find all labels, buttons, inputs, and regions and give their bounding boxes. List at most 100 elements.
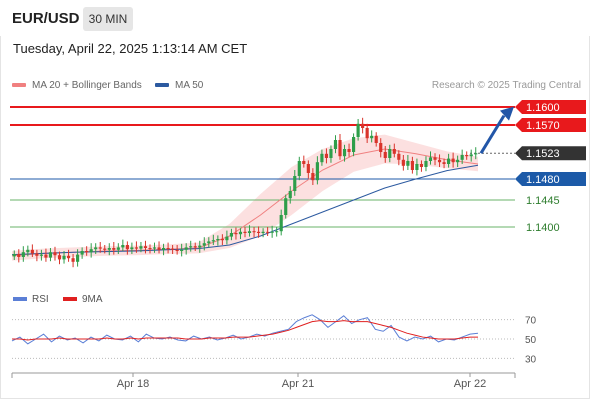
candle-body	[388, 149, 392, 158]
candle-body	[351, 137, 356, 152]
legend-ma50-label: MA 50	[175, 80, 204, 91]
candle-body	[207, 241, 211, 244]
candle-body	[157, 247, 161, 250]
candle-body	[161, 248, 166, 250]
candle	[374, 132, 378, 147]
candle-body	[211, 240, 215, 242]
candle	[437, 154, 442, 167]
candle-body	[275, 231, 279, 233]
candle-body	[397, 153, 401, 160]
candle	[465, 151, 469, 160]
candle	[157, 241, 161, 254]
candle	[333, 135, 338, 154]
candle-body	[469, 154, 473, 157]
candle	[238, 228, 243, 239]
candle	[406, 155, 410, 170]
candlesticks	[12, 117, 478, 268]
candle	[166, 242, 170, 254]
candle-body	[17, 254, 21, 257]
candle	[419, 160, 424, 172]
research-credit: Research © 2025 Trading Central	[431, 80, 581, 91]
candle	[175, 245, 179, 255]
level-label-1.1523: 1.1523	[526, 148, 560, 160]
candle-body	[76, 254, 80, 262]
candle	[66, 249, 71, 262]
arrow-shaft	[479, 114, 506, 154]
candle-body	[85, 251, 89, 253]
candle-body	[107, 248, 111, 250]
candle	[397, 150, 401, 166]
candle-body	[193, 246, 197, 248]
candle	[383, 146, 387, 163]
candle	[198, 240, 202, 253]
level-tag-1.1600	[515, 100, 586, 114]
candle	[98, 242, 102, 253]
candle-body	[180, 249, 184, 251]
candle-body	[62, 255, 66, 260]
candle-body	[474, 153, 478, 155]
candle-body	[342, 149, 347, 157]
rsi-ma-swatch	[63, 297, 77, 301]
level-labels: 1.1600 1.1570 1.1523 1.1480 1.1445 1.1400	[515, 100, 586, 234]
candle	[21, 246, 25, 262]
candle	[193, 242, 197, 251]
candle-body	[284, 198, 288, 215]
candle	[311, 168, 315, 185]
candle-body	[66, 255, 71, 259]
candle	[62, 251, 66, 264]
candle-body	[320, 153, 324, 163]
candle	[134, 241, 139, 253]
rsi-swatch	[13, 297, 27, 301]
candle	[152, 242, 157, 253]
candle	[297, 156, 301, 181]
candle	[247, 225, 252, 237]
rsi-tick-30: 30	[525, 354, 537, 365]
candle	[338, 134, 342, 160]
candle-body	[415, 164, 419, 170]
candle-body	[361, 123, 365, 128]
candle	[94, 243, 98, 254]
candle-body	[80, 251, 84, 255]
candle-body	[238, 231, 243, 235]
candle	[225, 230, 229, 245]
level-lines	[10, 106, 515, 228]
candle	[243, 227, 247, 238]
candle-body	[30, 249, 34, 254]
candle	[76, 249, 80, 267]
candle	[171, 245, 175, 254]
chart-datetime: Tuesday, April 22, 2025 1:13:14 AM CET	[13, 41, 248, 56]
rsi-panel: RSI 9MA 70 50 30	[11, 294, 537, 365]
candle-body	[184, 247, 188, 250]
ma20-swatch	[12, 83, 26, 88]
level-label-1.1480: 1.1480	[526, 174, 560, 186]
candle	[148, 244, 152, 254]
candle-body	[130, 247, 134, 250]
candle-body	[302, 161, 306, 164]
candle-body	[293, 176, 297, 191]
candle	[270, 225, 274, 238]
candle	[30, 244, 34, 257]
candle	[415, 158, 419, 176]
candle-body	[53, 252, 57, 256]
candle-body	[152, 247, 157, 249]
candle	[103, 245, 107, 254]
candle-body	[433, 157, 437, 160]
candle	[261, 228, 265, 238]
candle-body	[279, 215, 283, 232]
candle	[302, 155, 306, 168]
candle	[184, 243, 188, 255]
candle	[351, 133, 356, 157]
candle	[401, 155, 405, 171]
candle	[279, 209, 283, 236]
candle-body	[39, 254, 43, 256]
candle-body	[428, 157, 433, 161]
candle	[329, 145, 333, 163]
candle-body	[220, 239, 224, 241]
candle-body	[442, 162, 446, 164]
candle-body	[401, 159, 405, 166]
candle	[125, 241, 129, 255]
candle	[252, 227, 256, 238]
timeframe-badge[interactable]: 30 MIN	[83, 7, 133, 31]
level-label-1.1600: 1.1600	[526, 102, 560, 114]
